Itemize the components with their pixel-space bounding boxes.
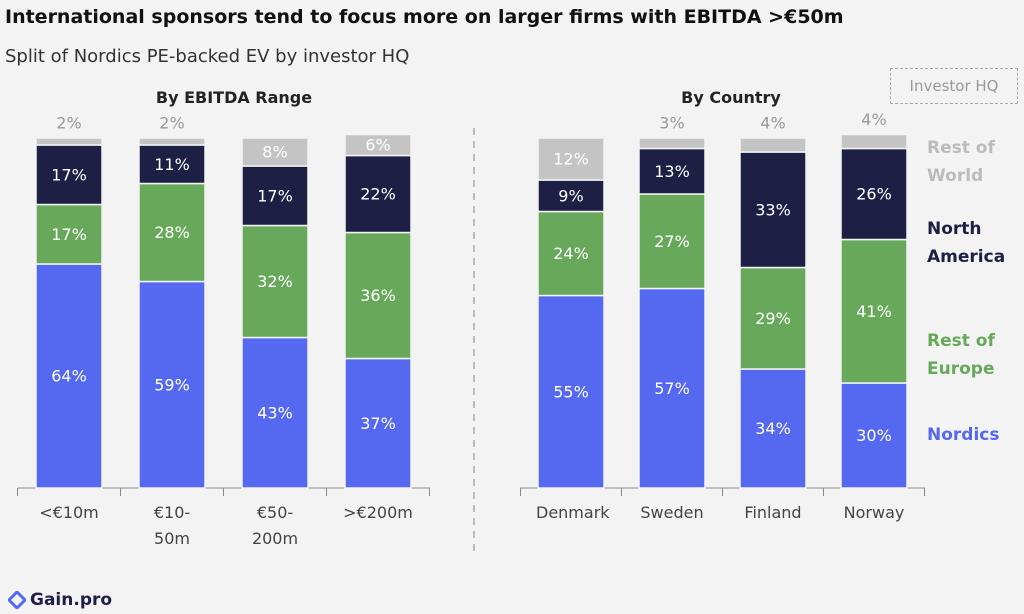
bar-segment — [537, 137, 605, 181]
data-label: 2% — [159, 114, 184, 133]
bar-segment — [739, 151, 807, 269]
data-label: 4% — [760, 114, 785, 133]
data-label: 55% — [553, 382, 589, 401]
data-label: 34% — [755, 419, 791, 438]
data-label: 59% — [154, 375, 190, 394]
legend-title: Investor HQ — [890, 68, 1018, 104]
data-label: 28% — [154, 223, 190, 242]
bar-segment — [241, 137, 309, 167]
bar-segment — [638, 287, 706, 489]
data-label: 3% — [659, 114, 684, 133]
data-label: 37% — [360, 414, 396, 433]
data-label: 27% — [654, 232, 690, 251]
bar-segment — [638, 193, 706, 290]
data-label: 6% — [365, 136, 390, 155]
data-label: 29% — [755, 309, 791, 328]
bar-segment — [344, 154, 412, 234]
bar-segment — [35, 137, 103, 146]
x-tick-label: €50-200m — [251, 503, 299, 548]
data-label: 26% — [856, 185, 892, 204]
bar-segment — [35, 144, 103, 206]
data-label: 36% — [360, 286, 396, 305]
legend-entry: Rest of Europe — [927, 331, 995, 379]
x-tick-label: Norway — [843, 503, 905, 522]
title: International sponsors tend to focus mor… — [5, 6, 844, 28]
bar-segment — [537, 179, 605, 213]
bar-segment — [638, 137, 706, 150]
bar-segment — [344, 133, 412, 157]
bar-segment — [138, 144, 206, 185]
data-label: 12% — [553, 150, 589, 169]
data-label: 13% — [654, 162, 690, 181]
data-label: 41% — [856, 302, 892, 321]
panel-title: By Country — [681, 88, 781, 107]
x-tick-label: >€200m — [343, 503, 413, 522]
legend-entry: Nordics — [927, 425, 1000, 445]
logo: Gain.pro — [8, 590, 112, 610]
panel-title: By EBITDA Range — [155, 88, 313, 107]
data-label: 33% — [755, 200, 791, 219]
x-tick-label: Sweden — [640, 503, 704, 522]
data-label: 24% — [553, 244, 589, 263]
data-label: 9% — [558, 186, 583, 205]
bar-segment — [739, 137, 807, 153]
data-label: 17% — [51, 165, 87, 184]
bar-segment — [344, 357, 412, 489]
data-label: 43% — [257, 403, 293, 422]
bar-segment — [638, 147, 706, 195]
bar-segment — [138, 137, 206, 146]
x-tick-label: €10-50m — [153, 503, 191, 548]
x-tick-label: Denmark — [536, 503, 610, 522]
data-label: 30% — [856, 426, 892, 445]
data-label: 57% — [654, 379, 690, 398]
bar-segment — [537, 210, 605, 297]
bar-segment — [840, 147, 908, 241]
data-label: 11% — [154, 155, 190, 174]
legend-entry: North America — [927, 219, 1006, 267]
legend-entry: Rest of World — [927, 138, 995, 186]
bar-segment — [241, 224, 309, 339]
bar-segment — [35, 263, 103, 489]
x-tick-label: <€10m — [39, 503, 99, 522]
data-label: 22% — [360, 185, 396, 204]
bar-segment — [138, 182, 206, 283]
subtitle: Split of Nordics PE-backed EV by investo… — [5, 46, 410, 67]
data-label: 64% — [51, 367, 87, 386]
bar-segment — [840, 133, 908, 150]
data-label: 17% — [51, 225, 87, 244]
data-label: 17% — [257, 186, 293, 205]
bar-segment — [138, 280, 206, 489]
bar-segment — [739, 368, 807, 489]
x-tick-label: Finland — [744, 503, 802, 522]
logo-icon — [8, 591, 26, 609]
data-label: 8% — [262, 143, 287, 162]
logo-text: Gain.pro — [30, 590, 113, 610]
data-label: 2% — [56, 114, 81, 133]
bar-segment — [241, 336, 309, 489]
data-label: 32% — [257, 272, 293, 291]
data-label: 4% — [861, 110, 886, 129]
bar-segment — [241, 165, 309, 227]
